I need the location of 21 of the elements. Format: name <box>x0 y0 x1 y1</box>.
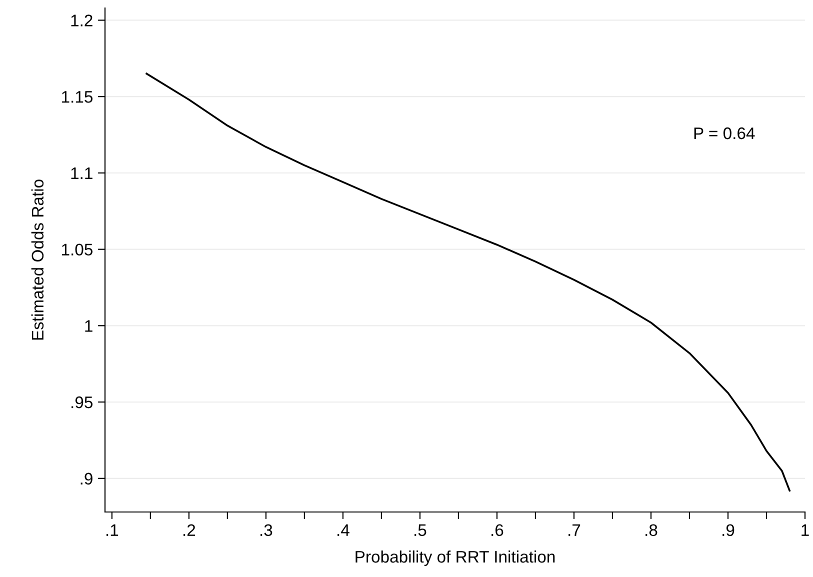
y-axis-title: Estimated Odds Ratio <box>31 180 44 340</box>
x-tick-label: .9 <box>722 524 734 536</box>
x-tick-label: .8 <box>646 524 658 536</box>
x-tick-label: .1 <box>106 524 118 536</box>
y-tick-label: 1.15 <box>62 91 92 103</box>
x-tick-label: .4 <box>338 524 350 536</box>
y-tick-label: 1.1 <box>71 168 92 179</box>
x-axis-title: Probability of RRT Initiation <box>356 550 555 566</box>
annotation: P = 0.64 <box>694 127 755 140</box>
x-tick-label: .5 <box>414 524 426 536</box>
y-tick-label: .95 <box>72 396 92 408</box>
x-tick-label: .6 <box>492 524 504 536</box>
line-series <box>146 72 791 492</box>
y-tick-label: 1.2 <box>71 14 92 26</box>
x-tick-label: 1 <box>802 524 809 536</box>
x-tick-label: .3 <box>260 524 272 536</box>
y-tick-label: .9 <box>80 472 92 485</box>
x-tick-label: .2 <box>184 524 196 536</box>
y-tick-label: 1 <box>85 320 92 332</box>
y-tick-label: 1.05 <box>62 244 92 256</box>
x-tick-label: .7 <box>568 524 580 536</box>
